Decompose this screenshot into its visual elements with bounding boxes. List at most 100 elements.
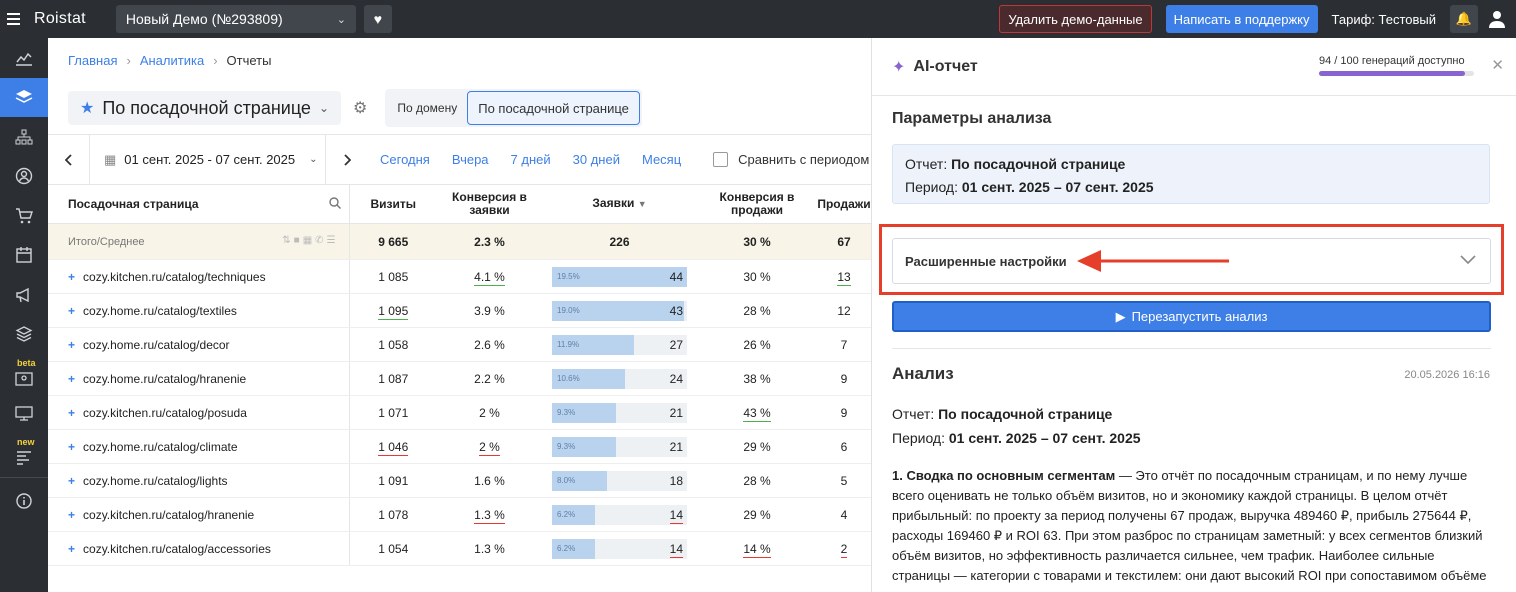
expand-plus-icon[interactable]: +: [68, 541, 76, 556]
table-row[interactable]: + cozy.home.ru/catalog/climate 1 046 2 % 9.3…: [48, 429, 871, 464]
report-area: Главная › Аналитика › Отчеты ★ По посадо…: [48, 38, 871, 592]
analysis-date: 20.05.2026 16:16: [1404, 369, 1490, 381]
column-header-page[interactable]: Посадочная страница: [48, 184, 350, 224]
expand-plus-icon[interactable]: +: [68, 371, 76, 386]
list-bars-icon: [17, 451, 31, 465]
sidebar-item-beta[interactable]: beta: [0, 354, 48, 394]
page-cell[interactable]: + cozy.home.ru/catalog/decor: [48, 327, 350, 362]
leads-share-label: 11.9%: [557, 339, 580, 349]
expand-plus-icon[interactable]: +: [68, 439, 76, 454]
analysis-heading: 1. Сводка по основным сегментам: [892, 468, 1116, 483]
column-header-leads[interactable]: Заявки ▼: [542, 184, 697, 224]
table-row[interactable]: + cozy.home.ru/catalog/hranenie 1 087 2.2 %…: [48, 361, 871, 396]
conv-leads-value: 3.9 %: [474, 303, 505, 318]
expand-plus-icon[interactable]: +: [68, 507, 76, 522]
table-row[interactable]: + cozy.home.ru/catalog/lights 1 091 1.6 % 8.…: [48, 463, 871, 498]
leads-share-bar: 19.0% 43: [552, 300, 687, 321]
conv-leads-cell: 1.3 %: [437, 531, 542, 566]
column-header-visits[interactable]: Визиты: [349, 184, 437, 224]
tab-by-domain[interactable]: По домену: [397, 101, 458, 115]
period-yesterday[interactable]: Вчера: [451, 152, 489, 167]
star-icon[interactable]: ★: [80, 100, 95, 117]
advanced-settings-toggle[interactable]: Расширенные настройки: [892, 238, 1491, 284]
expand-plus-icon[interactable]: +: [68, 303, 76, 318]
date-range-picker[interactable]: ▦ 01 сент. 2025 - 07 сент. 2025 ⌄: [90, 134, 326, 185]
logo[interactable]: Roistat: [34, 10, 86, 27]
column-header-page-label: Посадочная страница: [68, 196, 199, 211]
breadcrumb-home[interactable]: Главная: [68, 52, 118, 68]
table-row[interactable]: + cozy.kitchen.ru/catalog/techniques 1 085…: [48, 259, 871, 294]
page-cell[interactable]: + cozy.kitchen.ru/catalog/techniques: [48, 259, 350, 294]
next-period-button[interactable]: [326, 135, 368, 185]
leads-share-fill: [552, 300, 684, 321]
tariff-label[interactable]: Тариф: Тестовый: [1331, 11, 1437, 27]
support-button[interactable]: Написать в поддержку: [1165, 5, 1318, 33]
expand-plus-icon[interactable]: +: [68, 473, 76, 488]
heart-pulse-icon[interactable]: ♥: [363, 5, 392, 33]
compare-checkbox[interactable]: [713, 152, 729, 167]
page-url: cozy.home.ru/catalog/decor: [83, 337, 230, 352]
page-cell[interactable]: + cozy.home.ru/catalog/lights: [48, 463, 350, 498]
sidebar-item-new[interactable]: new: [0, 433, 48, 473]
new-badge: new: [17, 437, 35, 447]
table-row[interactable]: + cozy.kitchen.ru/catalog/accessories 1 05…: [48, 531, 871, 566]
layers-icon: [15, 90, 33, 104]
compare-period[interactable]: Сравнить с периодом: [713, 152, 869, 167]
conv-sales-cell: 43 %: [697, 395, 817, 430]
table-row[interactable]: + cozy.kitchen.ru/catalog/hranenie 1 078 1.…: [48, 497, 871, 532]
sidebar-item-orders[interactable]: [0, 196, 48, 236]
prev-period-button[interactable]: [48, 134, 90, 185]
analysis-report-value: По посадочной странице: [938, 406, 1113, 422]
sidebar-item-marketing[interactable]: [0, 275, 48, 315]
period-30-days[interactable]: 30 дней: [572, 152, 620, 167]
search-icon[interactable]: [328, 197, 341, 212]
tab-by-landing-page[interactable]: По посадочной странице: [467, 91, 640, 125]
params-period-value: 01 сент. 2025 – 07 сент. 2025: [961, 179, 1154, 195]
bell-icon[interactable]: 🔔: [1450, 5, 1478, 33]
period-month[interactable]: Месяц: [641, 152, 682, 167]
page-cell[interactable]: + cozy.kitchen.ru/catalog/posuda: [48, 395, 350, 430]
page-cell[interactable]: + cozy.kitchen.ru/catalog/hranenie: [48, 497, 350, 532]
report-selector[interactable]: ★ По посадочной странице ⌄: [68, 91, 342, 125]
column-header-sales[interactable]: Продажи: [817, 184, 871, 224]
user-icon[interactable]: [1478, 0, 1516, 38]
table-row[interactable]: + cozy.kitchen.ru/catalog/posuda 1 071 2 % 9…: [48, 395, 871, 430]
project-selector[interactable]: Новый Демо (№293809) ⌄: [115, 5, 356, 33]
sidebar-item-structure[interactable]: [0, 117, 48, 157]
expand-plus-icon[interactable]: +: [68, 269, 76, 284]
expand-plus-icon[interactable]: +: [68, 405, 76, 420]
sidebar-item-integrations[interactable]: [0, 315, 48, 355]
column-header-conv-sales[interactable]: Конверсия в продажи: [697, 184, 817, 224]
leads-value: 18: [669, 473, 683, 488]
breadcrumb-analytics[interactable]: Аналитика: [139, 52, 205, 68]
total-visits: 9 665: [349, 223, 437, 260]
sidebar-item-dashboard[interactable]: [0, 38, 48, 78]
period-7-days[interactable]: 7 дней: [510, 152, 551, 167]
visits-value: 1 087: [378, 371, 409, 386]
table-row[interactable]: + cozy.home.ru/catalog/decor 1 058 2.6 % 11.…: [48, 327, 871, 362]
sales-value: 6: [840, 439, 848, 454]
page-cell[interactable]: + cozy.home.ru/catalog/textiles: [48, 293, 350, 328]
sidebar-item-calltracking[interactable]: [0, 394, 48, 434]
page-cell[interactable]: + cozy.home.ru/catalog/hranenie: [48, 361, 350, 396]
table-row[interactable]: + cozy.home.ru/catalog/textiles 1 095 3.9 %…: [48, 293, 871, 328]
period-today[interactable]: Сегодня: [380, 152, 430, 167]
report-name: По посадочной странице: [102, 97, 311, 118]
sidebar-item-calendar[interactable]: [0, 236, 48, 276]
sidebar-item-analytics[interactable]: [0, 77, 48, 117]
close-icon[interactable]: ✕: [1491, 57, 1504, 74]
sidebar-item-info[interactable]: [0, 482, 48, 522]
menu-icon[interactable]: [0, 0, 26, 38]
sidebar-item-clients[interactable]: [0, 157, 48, 197]
column-header-conv-leads[interactable]: Конверсия в заявки: [437, 184, 542, 224]
delete-demo-button[interactable]: Удалить демо-данные: [999, 5, 1152, 33]
page-cell[interactable]: + cozy.home.ru/catalog/climate: [48, 429, 350, 464]
analysis-report-label: Отчет:: [892, 406, 935, 422]
leads-share-fill: [552, 402, 617, 423]
page-cell[interactable]: + cozy.kitchen.ru/catalog/accessories: [48, 531, 350, 566]
rerun-analysis-button[interactable]: ▶ Перезапустить анализ: [892, 301, 1491, 332]
leads-share-bar: 10.6% 24: [552, 368, 687, 389]
gear-icon[interactable]: ⚙: [353, 100, 368, 117]
user-circle-icon: [15, 168, 33, 185]
expand-plus-icon[interactable]: +: [68, 337, 76, 352]
